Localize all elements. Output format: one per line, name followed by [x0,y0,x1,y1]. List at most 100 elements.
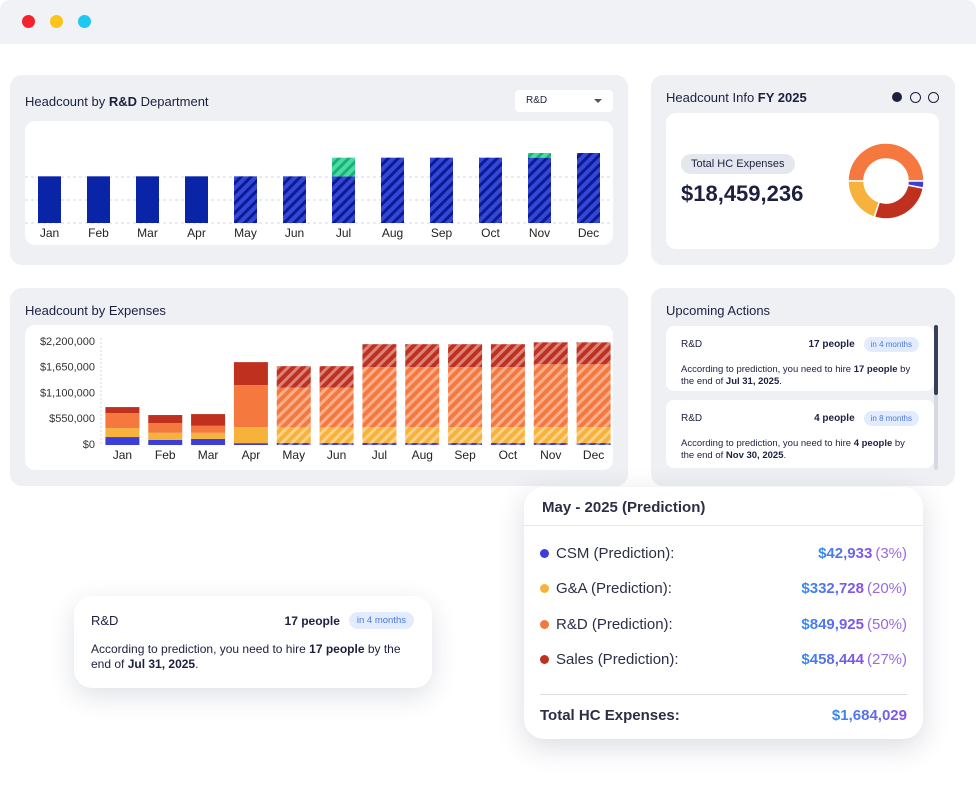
x-tick-label: Dec [583,448,604,462]
x-tick-label: Sep [431,226,453,240]
bar-segment [479,157,502,223]
card-header: R&D 4 people in 8 months [681,411,919,426]
scrollbar[interactable] [934,325,938,470]
bar-segment [533,427,568,443]
carousel-dot[interactable] [892,92,902,102]
x-tick-label: Jul [336,226,351,240]
tooltip-title: May - 2025 (Prediction) [542,499,706,516]
bar-segment [185,176,208,223]
x-tick-label: Jul [372,448,387,462]
tooltip-row: G&A (Prediction): $332,728 (20%) [540,577,907,601]
due-badge: in 4 months [863,337,919,352]
bar-segment [319,427,354,443]
message-part: . [195,657,199,671]
y-tick-label: $550,000 [49,413,95,425]
x-tick-label: Jun [327,448,346,462]
close-button[interactable] [22,15,35,28]
message-part: Jul 31, 2025 [725,376,780,387]
bar-segment [148,422,183,433]
y-tick-label: $1,650,000 [40,362,95,374]
bar-segment [448,442,483,445]
card-meta: 4 people in 8 months [814,411,919,426]
x-tick-label: Apr [242,448,261,462]
bar-segment [490,367,525,428]
dropdown[interactable]: R&D [515,90,613,112]
x-tick-label: Apr [187,226,206,240]
divider [540,694,907,695]
x-tick-label: Nov [540,448,561,462]
minimize-button[interactable] [50,15,63,28]
bar-segment [448,427,483,443]
bar-segment [234,176,257,223]
swatch [540,548,549,558]
x-tick-label: Jan [40,226,59,240]
message-part: According to prediction, you need to hir… [91,642,310,656]
divider [524,525,923,526]
scroll-thumb[interactable] [934,325,938,395]
x-tick-label: Dec [578,226,599,240]
people-count: 4 people [814,413,855,424]
bar-segment [87,176,110,223]
dropdown-value: R&D [526,95,548,106]
maximize-button[interactable] [78,15,91,28]
due-badge: in 4 months [348,612,414,629]
bar-segment [148,439,183,445]
bar-segment [191,414,226,426]
bar-segment [319,442,354,445]
people-count: 17 people [284,613,340,628]
bar-segment [576,342,611,365]
bar-segment [430,157,453,223]
x-tick-label: May [234,226,257,240]
carousel-dot[interactable] [928,92,939,103]
bar-segment [148,432,183,440]
bar-segment [319,387,354,428]
title-part: Headcount Info [666,90,758,105]
row-label: G&A (Prediction): [556,580,672,597]
message-part: Jul 31, 2025 [127,657,196,671]
row-label: Sales (Prediction): [556,651,679,668]
bar-segment [332,176,355,223]
row-value: $332,728 [801,580,864,597]
message-part: According to prediction, you need to hir… [681,438,854,449]
swatch [540,655,549,664]
bar-segment [533,442,568,445]
total-value: $1,684,029 [831,706,907,724]
bar-segment [577,153,600,223]
card-meta: 17 people in 4 months [285,612,414,629]
bar-segment [136,176,159,223]
tooltip: May - 2025 (Prediction) Total HC Expense… [524,487,923,739]
bar-segment [276,442,311,445]
x-tick-label: Mar [198,448,219,462]
message-part: by the end of [681,364,913,387]
title-part: Department [137,94,209,109]
message-part: . [779,376,782,387]
carousel-dot[interactable] [910,92,921,103]
bar-segment [148,415,183,423]
message: According to prediction, you need to hir… [681,364,919,388]
row-label: R&D (Prediction): [556,615,673,633]
department: R&D [681,339,703,350]
bar-segment [105,407,140,414]
bar-segment [191,432,226,439]
title-part: R&D [108,94,138,109]
bar-segment [405,344,440,368]
bar-segment [528,157,551,223]
card-header: R&D 17 people in 4 months [681,337,919,352]
donut-segment [847,180,881,219]
people-count: 17 people [808,339,855,350]
x-tick-label: Feb [155,448,176,462]
bar-segment [528,153,551,158]
bar-segment [233,362,268,386]
row-label: CSM (Prediction): [556,544,675,562]
donut-segment [847,142,925,182]
x-tick-label: Aug [412,448,433,462]
bar-segment [233,385,268,428]
panel-title: Headcount by R&D Department [25,94,209,109]
donut-segment [873,184,925,220]
bar-segment [233,443,268,445]
card-meta: 17 people in 4 months [808,337,919,352]
swatch [540,619,549,629]
bar-segment [191,425,226,433]
